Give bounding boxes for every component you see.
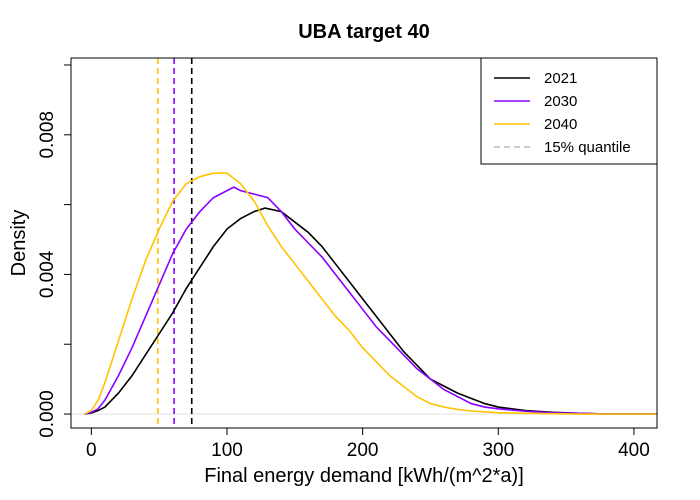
density-line-2021 xyxy=(84,207,657,415)
plot-frame xyxy=(70,57,658,429)
legend-label-2030: 2030 xyxy=(544,93,577,110)
density-line-2030 xyxy=(84,186,657,415)
plot-area xyxy=(71,58,657,428)
legend-label-quantile: 15% quantile xyxy=(544,139,631,156)
y-tick-label-2: 0.004 xyxy=(37,250,58,298)
y-tick-label-0: 0.000 xyxy=(37,390,58,438)
x-tick-label-0: 0 xyxy=(86,440,97,461)
legend-box xyxy=(480,57,658,165)
density-line-2040 xyxy=(84,172,657,415)
x-axis: 0 100 200 300 400 xyxy=(86,428,650,461)
x-axis-label: Final energy demand [kWh/(m^2*a)] xyxy=(204,465,524,487)
x-tick-label-200: 200 xyxy=(347,440,379,461)
x-tick-label-400: 400 xyxy=(618,440,650,461)
y-axis-label: Density xyxy=(8,210,30,277)
x-tick-label-300: 300 xyxy=(482,440,514,461)
y-axis: 0.000 0.004 0.008 xyxy=(37,64,71,438)
x-tick-label-100: 100 xyxy=(211,440,243,461)
y-tick-label-4: 0.008 xyxy=(37,111,58,159)
legend-label-2040: 2040 xyxy=(544,116,577,133)
chart-title: UBA target 40 xyxy=(298,21,430,43)
legend: 2021 2030 2040 15% quantile xyxy=(480,57,658,165)
legend-label-2021: 2021 xyxy=(544,70,577,87)
